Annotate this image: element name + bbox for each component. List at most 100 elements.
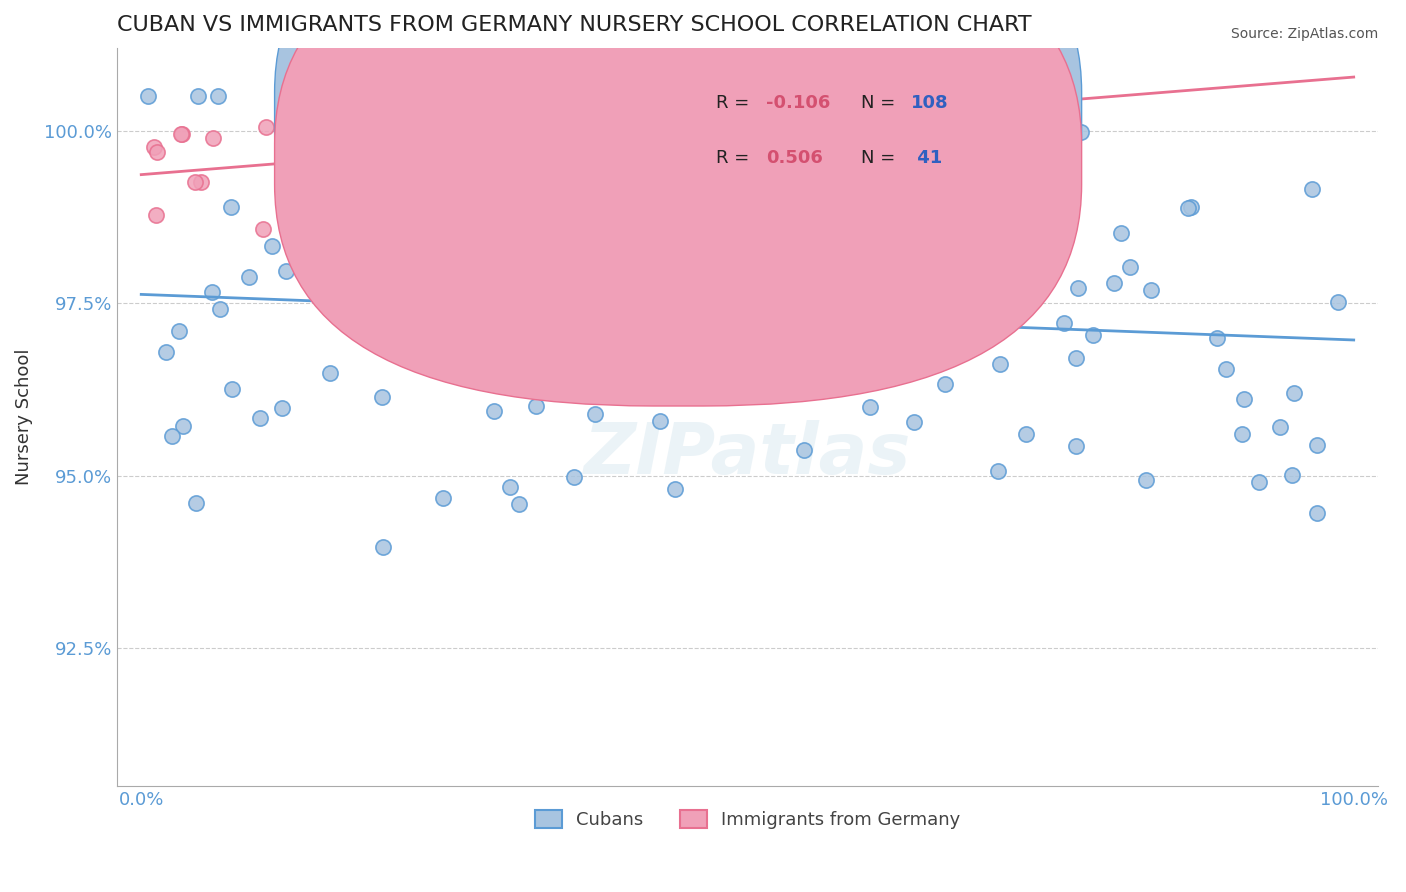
Point	[350, 140, 373, 154]
Point	[146, 145, 169, 160]
Point	[934, 377, 956, 392]
Point	[531, 202, 554, 217]
Point	[508, 497, 530, 511]
Point	[1070, 125, 1092, 139]
Point	[426, 177, 449, 191]
Point	[444, 291, 467, 305]
Point	[373, 540, 395, 554]
Point	[209, 301, 232, 316]
Point	[468, 110, 491, 124]
Point	[886, 262, 908, 277]
Point	[319, 236, 342, 251]
Point	[562, 470, 585, 484]
Point	[207, 89, 229, 103]
Point	[730, 89, 752, 103]
Point	[202, 130, 225, 145]
Point	[373, 110, 395, 124]
Point	[855, 211, 877, 226]
Point	[190, 175, 212, 189]
Point	[901, 225, 924, 239]
Point	[221, 382, 243, 396]
Point	[468, 125, 491, 139]
Point	[427, 187, 450, 202]
Point	[810, 131, 832, 145]
Point	[301, 268, 323, 283]
FancyBboxPatch shape	[627, 62, 1069, 211]
Point	[360, 153, 382, 168]
Point	[367, 146, 389, 161]
Point	[903, 416, 925, 430]
Point	[426, 153, 449, 168]
Point	[299, 249, 322, 263]
Point	[145, 208, 167, 222]
Point	[458, 206, 481, 220]
Point	[260, 238, 283, 252]
Point	[484, 89, 506, 103]
Point	[172, 419, 194, 434]
Point	[1066, 439, 1088, 453]
Point	[754, 313, 776, 327]
Text: -0.106: -0.106	[766, 94, 831, 112]
Point	[283, 184, 305, 198]
Point	[249, 411, 271, 425]
Point	[354, 242, 377, 256]
Point	[238, 269, 260, 284]
Point	[1206, 331, 1229, 345]
Point	[184, 496, 207, 510]
Point	[988, 357, 1011, 371]
Point	[432, 491, 454, 505]
Point	[1177, 201, 1199, 215]
Text: N =: N =	[860, 94, 901, 112]
Point	[270, 401, 292, 415]
Point	[1233, 392, 1256, 407]
Point	[444, 156, 467, 170]
Point	[703, 267, 725, 281]
Point	[524, 399, 547, 413]
Point	[1018, 202, 1040, 217]
Point	[683, 277, 706, 291]
Point	[728, 89, 751, 103]
Point	[1247, 475, 1270, 490]
Point	[1180, 200, 1202, 214]
Text: R =: R =	[716, 94, 755, 112]
Point	[1326, 295, 1348, 310]
Text: Source: ZipAtlas.com: Source: ZipAtlas.com	[1230, 27, 1378, 41]
Point	[155, 344, 177, 359]
Point	[336, 262, 359, 277]
Point	[1083, 327, 1105, 342]
Y-axis label: Nursery School: Nursery School	[15, 349, 32, 485]
Point	[1111, 226, 1133, 240]
Point	[283, 175, 305, 189]
Point	[1306, 506, 1329, 520]
Point	[574, 285, 596, 299]
Point	[353, 330, 375, 344]
Point	[1282, 385, 1305, 400]
Point	[1215, 361, 1237, 376]
Text: 108: 108	[911, 94, 949, 112]
Point	[471, 238, 494, 252]
Point	[201, 285, 224, 299]
Point	[1064, 351, 1087, 365]
Point	[1135, 473, 1157, 487]
Text: CUBAN VS IMMIGRANTS FROM GERMANY NURSERY SCHOOL CORRELATION CHART: CUBAN VS IMMIGRANTS FROM GERMANY NURSERY…	[117, 15, 1032, 35]
Point	[381, 184, 404, 198]
Point	[499, 480, 522, 494]
Point	[627, 363, 650, 377]
Point	[1270, 420, 1292, 434]
Point	[350, 300, 373, 314]
FancyBboxPatch shape	[274, 0, 1081, 406]
Point	[1014, 235, 1036, 249]
Point	[479, 137, 502, 152]
Point	[172, 128, 194, 142]
Point	[143, 140, 166, 154]
Point	[527, 112, 550, 126]
Point	[512, 245, 534, 260]
Point	[1281, 468, 1303, 483]
Point	[793, 443, 815, 458]
Point	[170, 127, 193, 141]
Point	[1301, 181, 1323, 195]
Point	[1102, 276, 1125, 290]
Point	[747, 319, 769, 334]
Point	[427, 178, 450, 192]
Point	[375, 149, 398, 163]
